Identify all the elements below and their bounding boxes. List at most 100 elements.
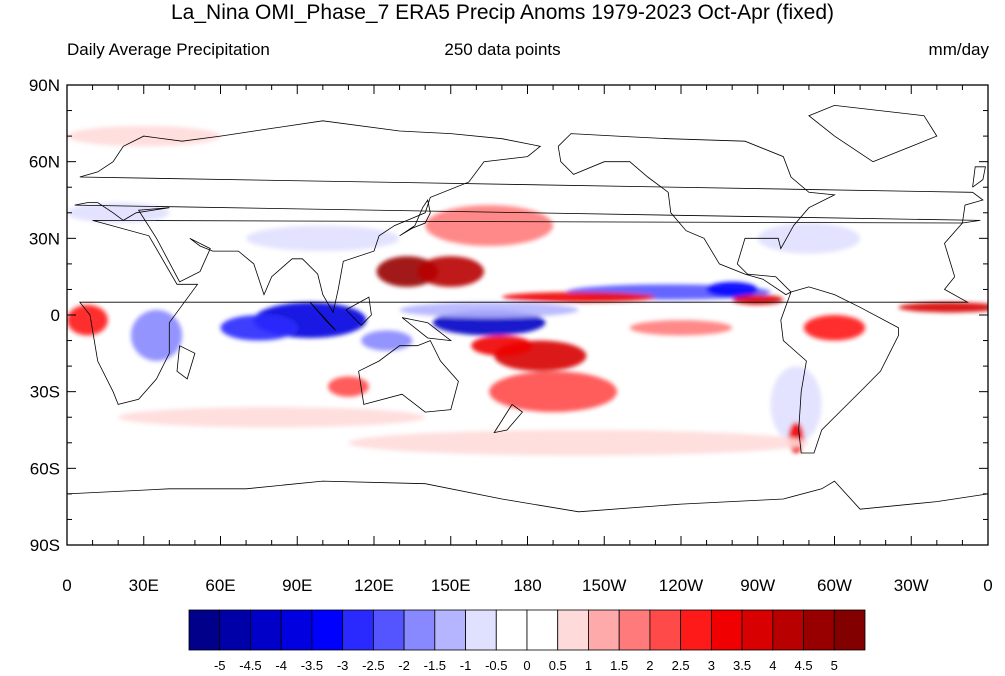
coastline-5	[67, 480, 988, 513]
colorbar-box-1	[219, 609, 251, 651]
lat-tick-label: 90N	[29, 76, 60, 95]
colorbar-label: 3.5	[733, 658, 751, 673]
colorbar-box-3	[280, 609, 313, 651]
colorbar-label: -1.5	[424, 658, 446, 673]
colorbar-box-12	[557, 609, 589, 651]
lat-tick-label: 90S	[30, 536, 60, 555]
anomaly-region-25	[629, 320, 733, 336]
anomaly-region-18	[732, 294, 784, 305]
coastline-1	[74, 120, 984, 314]
colorbar-label: -2	[398, 658, 410, 673]
colorbar-box-20	[803, 609, 835, 651]
coastline-9	[345, 296, 372, 326]
colorbar-label: -1	[460, 658, 472, 673]
lon-tick-label: 30W	[894, 576, 929, 595]
coastline-6	[808, 104, 938, 163]
colorbar-label: 2	[646, 658, 653, 673]
anomaly-region-22	[425, 205, 554, 246]
colorbar-label: -5	[214, 658, 226, 673]
colorbar-label: 5	[831, 658, 838, 673]
colorbar-box-15	[649, 609, 682, 651]
lon-tick-label: 150E	[431, 576, 471, 595]
anomaly-region-13	[417, 256, 485, 287]
anomaly-region-23	[67, 304, 108, 336]
anomaly-region-17	[898, 302, 988, 313]
anomaly-region-15	[471, 335, 533, 356]
anomaly-region-20	[788, 422, 804, 453]
coastline-2	[358, 340, 459, 413]
colorbar-box-16	[680, 609, 712, 651]
lon-tick-label: 90E	[282, 576, 312, 595]
lat-tick-label: 0	[51, 306, 60, 325]
anomaly-region-4	[706, 281, 758, 298]
lat-tick-label: 60S	[30, 459, 60, 478]
colorbar-box-8	[434, 609, 466, 651]
colorbar-label: 0.5	[549, 658, 567, 673]
coastline-8	[309, 301, 336, 331]
colorbar-label: -4	[275, 658, 287, 673]
colorbar-box-7	[403, 609, 436, 651]
colorbar-box-0	[188, 609, 221, 651]
colorbar-box-13	[588, 609, 620, 651]
anomaly-region-19	[803, 315, 866, 341]
colorbar-box-19	[772, 609, 804, 651]
colorbar-box-18	[741, 609, 774, 651]
colorbar-label: -4.5	[239, 658, 261, 673]
anomaly-region-11	[770, 366, 822, 443]
anomaly-region-8	[246, 225, 400, 252]
coastline-12	[493, 404, 523, 434]
map-title: La_Nina OMI_Phase_7 ERA5 Precip Anoms 19…	[170, 1, 834, 24]
colorbar-box-5	[342, 609, 374, 651]
lon-tick-label: 60W	[817, 576, 852, 595]
colorbar-label: 0	[523, 658, 530, 673]
coastline-0	[78, 220, 970, 405]
lon-tick-label: 60E	[205, 576, 235, 595]
colorbar-box-4	[311, 609, 344, 651]
anomaly-region-27	[348, 430, 809, 456]
coastline-3	[557, 133, 836, 296]
colorbar-label: -2.5	[362, 658, 384, 673]
lon-tick-label: 150W	[582, 576, 626, 595]
lat-tick-label: 30N	[29, 229, 60, 248]
lon-tick-label: 0	[62, 576, 71, 595]
lat-tick-label: 60N	[29, 153, 60, 172]
sample-count-label: 250 data points	[444, 40, 561, 59]
anomaly-region-24	[327, 376, 369, 397]
colorbar-box-9	[465, 609, 497, 651]
coastline-11	[176, 345, 196, 380]
anomaly-region-26	[118, 407, 426, 428]
anomaly-region-7	[399, 302, 579, 318]
anomaly-region-2	[220, 315, 298, 341]
colorbar-box-6	[372, 609, 405, 651]
colorbar-label: 3	[708, 658, 715, 673]
colorbar-label: 4	[769, 658, 776, 673]
lon-tick-label: 0	[983, 576, 992, 595]
colorbar-box-17	[710, 609, 743, 651]
anomaly-region-5	[130, 309, 183, 362]
colorbar-label: 1.5	[610, 658, 628, 673]
units-label: mm/day	[928, 40, 989, 59]
colorbar-box-2	[250, 609, 282, 651]
colorbar-box-11	[526, 609, 559, 651]
lon-tick-label: 120E	[354, 576, 394, 595]
colorbar-label: 2.5	[672, 658, 690, 673]
colorbar-box-21	[833, 609, 866, 651]
coastline-10	[401, 317, 453, 342]
colorbar-box-10	[495, 609, 528, 651]
lon-tick-label: 90W	[740, 576, 775, 595]
anomaly-region-6	[361, 330, 413, 351]
coastline-7	[399, 198, 431, 237]
lon-tick-label: 30E	[129, 576, 159, 595]
colorbar-label: -3	[337, 658, 349, 673]
anomaly-region-21	[489, 371, 618, 413]
coastline-4	[780, 286, 899, 454]
colorbar-label: -0.5	[485, 658, 507, 673]
lon-tick-label: 120W	[659, 576, 703, 595]
anomaly-region-16	[501, 292, 656, 303]
colorbar-label: 4.5	[795, 658, 813, 673]
colorbar-label: 1	[585, 658, 592, 673]
coastline-13	[972, 166, 986, 188]
variable-label: Daily Average Precipitation	[67, 40, 270, 59]
lat-tick-label: 30S	[30, 383, 60, 402]
